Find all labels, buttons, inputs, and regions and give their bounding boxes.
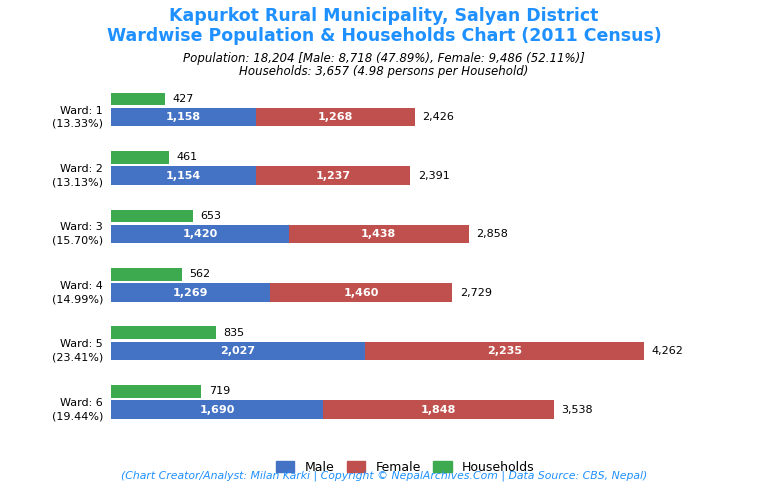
- Bar: [111, 342, 365, 360]
- Bar: [111, 210, 193, 222]
- Text: 835: 835: [223, 328, 244, 338]
- Legend: Male, Female, Households: Male, Female, Households: [270, 456, 540, 479]
- Bar: [289, 225, 468, 244]
- Text: 2,426: 2,426: [422, 112, 454, 122]
- Text: 3,538: 3,538: [561, 405, 593, 415]
- Text: 1,460: 1,460: [343, 287, 379, 298]
- Text: 2,391: 2,391: [418, 171, 449, 180]
- Text: 1,690: 1,690: [200, 405, 235, 415]
- Text: Wardwise Population & Households Chart (2011 Census): Wardwise Population & Households Chart (…: [107, 27, 661, 45]
- Bar: [111, 326, 216, 339]
- Text: 1,269: 1,269: [173, 287, 208, 298]
- Text: 461: 461: [177, 152, 197, 163]
- Bar: [270, 283, 452, 302]
- Bar: [111, 225, 289, 244]
- Bar: [365, 342, 644, 360]
- Text: Households: 3,657 (4.98 persons per Household): Households: 3,657 (4.98 persons per Hous…: [240, 65, 528, 78]
- Text: 1,268: 1,268: [318, 112, 353, 122]
- Text: 1,154: 1,154: [166, 171, 201, 180]
- Text: 2,027: 2,027: [220, 346, 256, 356]
- Text: (Chart Creator/Analyst: Milan Karki | Copyright © NepalArchives.Com | Data Sourc: (Chart Creator/Analyst: Milan Karki | Co…: [121, 470, 647, 481]
- Bar: [256, 166, 410, 185]
- Text: Kapurkot Rural Municipality, Salyan District: Kapurkot Rural Municipality, Salyan Dist…: [169, 7, 599, 26]
- Text: 1,237: 1,237: [316, 171, 350, 180]
- Bar: [256, 108, 415, 127]
- Bar: [111, 400, 323, 419]
- Text: 1,438: 1,438: [361, 229, 396, 239]
- Text: 2,729: 2,729: [460, 287, 492, 298]
- Text: 562: 562: [189, 270, 210, 280]
- Text: 4,262: 4,262: [651, 346, 684, 356]
- Text: 2,235: 2,235: [487, 346, 522, 356]
- Text: 1,158: 1,158: [166, 112, 201, 122]
- Bar: [111, 108, 256, 127]
- Bar: [323, 400, 554, 419]
- Text: 719: 719: [209, 387, 230, 396]
- Text: 2,858: 2,858: [476, 229, 508, 239]
- Bar: [111, 283, 270, 302]
- Bar: [111, 166, 256, 185]
- Text: 653: 653: [200, 211, 221, 221]
- Text: 1,420: 1,420: [183, 229, 218, 239]
- Bar: [111, 385, 201, 398]
- Bar: [111, 268, 181, 281]
- Text: Population: 18,204 [Male: 8,718 (47.89%), Female: 9,486 (52.11%)]: Population: 18,204 [Male: 8,718 (47.89%)…: [183, 52, 585, 65]
- Bar: [111, 151, 169, 164]
- Text: 427: 427: [172, 94, 194, 104]
- Text: 1,848: 1,848: [420, 405, 456, 415]
- Bar: [111, 93, 165, 106]
